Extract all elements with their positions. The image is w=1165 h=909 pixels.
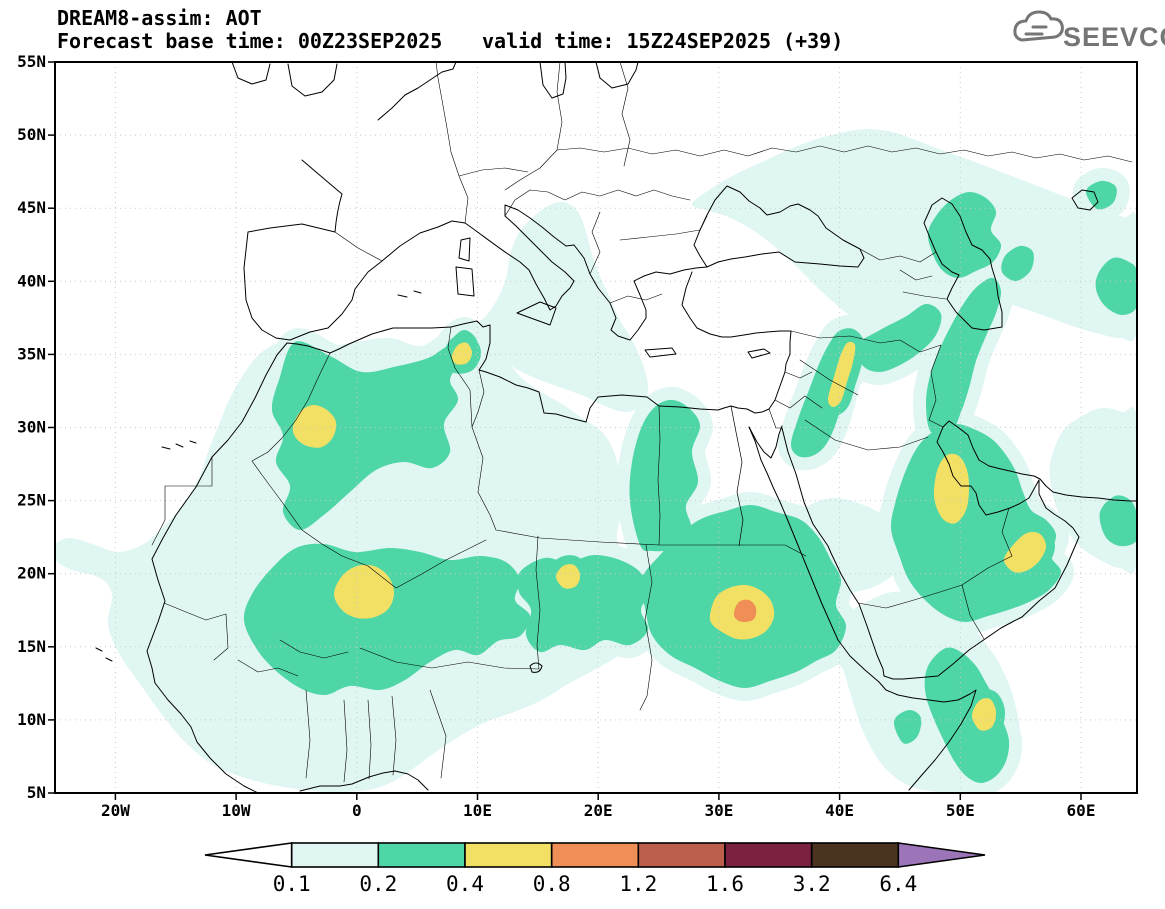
coast-ireland [231,62,271,85]
contour-region-0.4 [555,564,581,589]
colorbar-label: 0.4 [446,872,484,896]
colorbar-label: 1.6 [706,872,744,896]
borders-europe [334,62,1133,304]
lon-label: 40E [825,801,854,820]
islands-cape-verde [95,647,113,662]
contour-region-0.2 [1001,245,1034,282]
island-sicily [516,301,557,326]
contour-region-0.4 [971,698,997,731]
coast-iran-gulf [942,420,1137,502]
figure-title: DREAM8-assim: AOT [57,6,262,30]
lon-label: 0 [352,801,362,820]
valid-time-label: valid time: 15Z24SEP2025 (+39) [482,29,843,53]
lon-label: 60E [1067,801,1096,820]
lake-aral [1071,189,1099,211]
contour-region-0.8 [733,599,757,622]
colorbar: 0.1 0.2 0.4 0.8 1.2 1.6 3.2 6.4 [204,842,986,896]
contour-region-0.4 [827,341,856,408]
coast-gulf-of-guinea [299,770,429,792]
lat-label: 15N [17,637,46,656]
contour-region-0.2 [893,709,922,744]
contour-region-0.2 [927,191,1002,279]
lat-label: 55N [17,52,46,71]
lon-label: 50E [946,801,975,820]
contour-region-0.4 [334,564,395,619]
nile-river [730,405,744,547]
colorbar-segment-yellow [464,842,553,868]
lake-chad [529,662,543,673]
base-time-label: Forecast base time: 00Z23SEP2025 [57,29,442,53]
colorbar-label: 0.1 [273,872,311,896]
coast-black-sea [693,185,865,268]
lat-label: 10N [17,710,46,729]
lat-label: 35N [17,344,46,363]
colorbar-segment-dark-brown [810,842,900,868]
borders-africa [151,326,807,783]
contour-region-0.1 [469,201,649,413]
border-layer [151,62,1133,783]
island-cyprus [747,348,771,359]
gridline-layer [55,62,1137,793]
coast-iberia-france [243,159,466,341]
contour-region-0.4 [1004,531,1046,573]
lat-label: 5N [27,783,46,802]
contour-region-0.2 [1095,257,1137,315]
logo-text: SEEVCCC [1063,22,1165,52]
coast-red-sea-horn [748,426,977,791]
island-sardinia [455,266,475,297]
lon-label: 30E [704,801,733,820]
islands-canary [161,440,197,450]
lat-label: 20N [17,564,46,583]
island-crete [644,347,677,358]
coast-north-sea [377,62,457,121]
lat-label: 25N [17,491,46,510]
colorbar-segment-green [377,842,466,868]
colorbar-segment-red-brown [637,842,726,868]
colorbar-label: 6.4 [879,872,917,896]
lat-label: 45N [17,198,46,217]
colorbar-label: 0.2 [359,872,397,896]
lon-label: 10W [222,801,251,820]
contour-region-0.2 [926,277,1002,436]
lon-label: 20E [584,801,613,820]
cloud-icon [1013,10,1064,42]
coast-arabia [781,426,1080,680]
islands-balearic [397,290,422,298]
lat-label: 40N [17,271,46,290]
contour-region-0.2 [271,341,460,531]
contour-region-0.4 [292,404,337,448]
cloud-icon-stripes [1024,25,1048,36]
lat-label: 30N [17,418,46,437]
coastline-layer [95,62,1137,793]
colorbar-label: 3.2 [793,872,831,896]
axis-label-layer: 55N 50N 45N 40N 35N 30N 25N 20N 15N 10N 5N 20W 10W 0 1… [17,52,1095,820]
coast-sweden [595,62,639,89]
coast-england [287,63,338,97]
coast-italy-balkans-greece [464,204,708,341]
contour-region-0.2 [1099,495,1137,547]
contour-region-0.4 [451,342,472,365]
tick-layer [48,61,1082,800]
coast-sinai [748,425,783,459]
contour-region-0.2 [855,303,942,373]
coast-caspian-sea [923,197,1003,331]
island-corsica [458,237,471,262]
colorbar-label: 0.8 [533,872,571,896]
colorbar-right-triangle [897,842,986,868]
colorbar-segment-pale [290,842,380,868]
contour-layer [55,128,1137,793]
seevccc-logo: SEEVCCC [1013,10,1165,52]
colorbar-label: 1.2 [619,872,657,896]
contour-region-0.4 [933,453,970,524]
colorbar-segment-maroon [724,842,813,868]
lat-label: 50N [17,125,46,144]
lon-label: 10E [463,801,492,820]
borders-middle-east [768,248,1013,640]
colorbar-segment-orange [550,842,640,868]
contour-region-0.2 [629,399,701,552]
contour-region-0.2 [1085,180,1117,210]
lon-label: 20W [101,801,130,820]
